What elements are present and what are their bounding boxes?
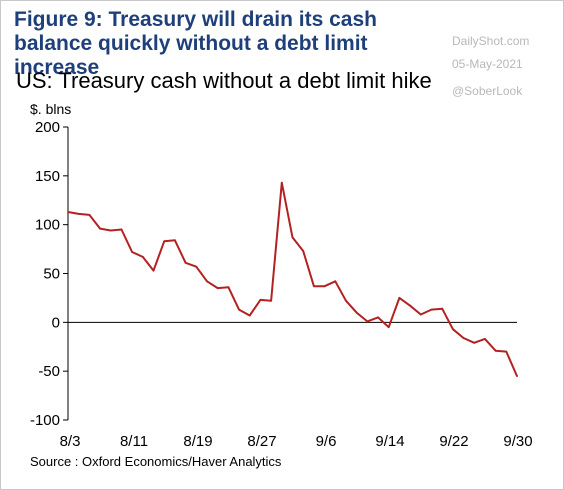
x-tick-label: 9/22 [439,433,468,450]
y-tick-label: 150 [35,168,60,185]
data-point [345,299,347,302]
y-tick-label: -100 [30,412,60,429]
data-point [505,350,508,353]
data-point [99,227,101,230]
y-tick-label: 100 [35,217,60,234]
data-point [387,326,390,329]
data-point [259,299,262,301]
data-point [227,286,230,289]
data-point [452,328,454,331]
data-point [473,341,476,344]
watermark-date: 05-May-2021 [452,57,523,71]
data-point [462,337,465,339]
data-point [323,285,326,288]
y-tick-label: 50 [43,266,60,283]
data-point [67,211,69,213]
source-note: Source : Oxford Economics/Haver Analytic… [30,454,282,469]
data-point [216,287,219,289]
y-tick-label: 0 [52,314,60,331]
data-point [174,239,176,242]
series-line [67,181,518,377]
data-point [355,311,358,314]
data-point [206,280,208,283]
data-point [184,261,187,264]
x-tick-label: 9/6 [316,433,337,450]
data-point [398,297,401,299]
data-point [131,251,134,253]
x-tick-label: 8/19 [183,433,212,450]
data-point [120,228,123,231]
data-point [494,349,497,352]
data-point [409,304,411,307]
x-tick-label: 9/14 [375,433,404,450]
data-point [419,313,422,316]
x-tick-label: 9/30 [503,433,532,450]
data-point [195,265,198,268]
data-point [291,236,294,239]
x-tick-label: 8/11 [120,433,148,450]
watermark-site: DailyShot.com [452,34,530,48]
x-tick-label: 8/27 [247,433,276,450]
chart-title: US: Treasury cash without a debt limit h… [16,68,432,93]
y-tick-label: -50 [38,363,60,380]
data-point [77,213,80,215]
data-point [334,280,337,283]
data-point [280,181,283,184]
data-point [270,299,272,302]
data-point [516,375,518,377]
data-point [302,250,305,252]
data-point [313,285,315,288]
data-point [377,316,379,319]
data-point [441,307,444,310]
y-tick-label: 200 [35,119,60,136]
x-tick-label: 8/3 [60,433,81,450]
data-point [366,320,369,323]
data-point [141,256,144,258]
data-point [430,308,433,311]
data-point [88,214,91,216]
data-point [109,229,112,232]
data-point [152,269,155,272]
figure-title: Figure 9: Treasury will drain its cash b… [14,8,377,79]
data-point [163,240,166,243]
y-axis-unit-label: $. blns [30,101,72,117]
data-point [238,308,240,311]
data-point [248,314,251,317]
watermark-handle: @SoberLook [452,84,523,98]
data-point [484,338,486,340]
